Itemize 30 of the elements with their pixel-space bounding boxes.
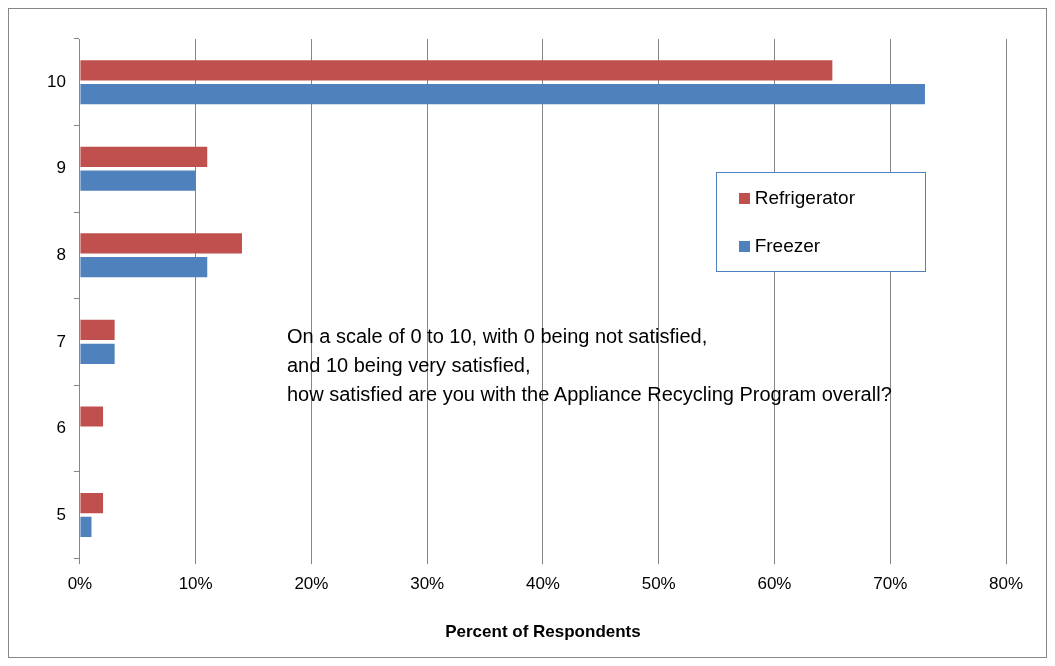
bar xyxy=(80,516,92,537)
y-tick-label: 10 xyxy=(46,71,66,91)
bar xyxy=(80,319,115,341)
bar xyxy=(80,492,104,514)
y-tick-label: 8 xyxy=(56,245,66,265)
bar xyxy=(80,146,208,168)
annotation: On a scale of 0 to 10, with 0 being not satisfied, and 10 being very satisfied, how satisfied are you with the Appliance Recycling Program overall? xyxy=(287,324,892,407)
bar xyxy=(80,233,242,254)
bar xyxy=(80,257,208,278)
x-tick-label: 50% xyxy=(641,574,676,594)
x-tick-label: 20% xyxy=(294,574,329,594)
bar xyxy=(80,84,925,105)
legend-label: Freezer xyxy=(754,235,821,257)
x-tick-label: 40% xyxy=(525,574,560,594)
x-tick-label: 30% xyxy=(410,574,445,594)
x-axis-title: Percent of Respondents xyxy=(445,622,641,642)
bar xyxy=(80,60,833,81)
y-tick-label: 5 xyxy=(56,504,66,524)
y-tick-label: 6 xyxy=(56,418,66,438)
x-tick-label: 10% xyxy=(178,574,213,594)
x-tick-label: 0% xyxy=(67,574,93,594)
legend-label: Refrigerator xyxy=(754,187,855,209)
x-tick-label: 80% xyxy=(988,574,1024,594)
bar xyxy=(80,343,115,364)
bar xyxy=(80,170,196,191)
y-tick-label: 7 xyxy=(56,331,66,351)
bar xyxy=(80,406,104,427)
x-tick-label: 70% xyxy=(873,574,908,594)
y-tick-label: 9 xyxy=(56,158,66,178)
x-tick-label: 60% xyxy=(757,574,792,594)
